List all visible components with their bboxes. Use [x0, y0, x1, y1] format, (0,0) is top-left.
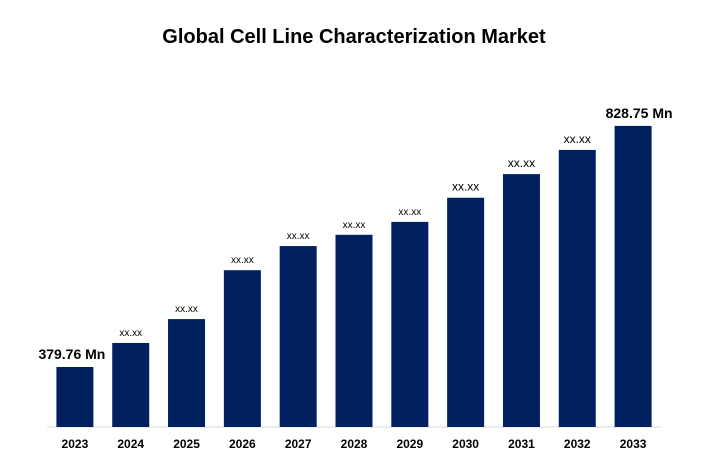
bar [112, 342, 150, 427]
x-tick-label: 2023 [62, 437, 89, 451]
bar [447, 197, 485, 427]
data-label: xx.xx [452, 180, 479, 194]
data-label: xx.xx [119, 328, 142, 339]
x-tick-label: 2027 [285, 437, 312, 451]
bar [279, 246, 317, 427]
data-label: xx.xx [287, 231, 310, 242]
x-tick-label: 2028 [341, 437, 368, 451]
data-label: xx.xx [175, 304, 198, 315]
x-tick-label: 2024 [117, 437, 144, 451]
x-tick-label: 2033 [620, 437, 647, 451]
bar [558, 149, 596, 427]
x-tick-label: 2030 [452, 437, 479, 451]
data-label: xx.xx [343, 220, 366, 231]
bar [223, 270, 261, 427]
bar [391, 221, 429, 427]
x-tick-label: 2029 [396, 437, 423, 451]
data-label: 379.76 Mn [38, 346, 105, 362]
x-tick-label: 2032 [564, 437, 591, 451]
data-label: xx.xx [564, 132, 591, 146]
chart-title: Global Cell Line Characterization Market [162, 26, 546, 48]
x-tick-label: 2031 [508, 437, 535, 451]
x-tick-label: 2026 [229, 437, 256, 451]
data-label: 828.75 Mn [606, 105, 673, 121]
bar [614, 125, 652, 427]
data-label: xx.xx [231, 255, 254, 266]
bar [502, 174, 540, 427]
bar [168, 319, 206, 427]
bar [56, 366, 94, 427]
x-tick-label: 2025 [173, 437, 200, 451]
data-label: xx.xx [508, 156, 535, 170]
data-label: xx.xx [398, 207, 421, 218]
bar [335, 234, 373, 427]
